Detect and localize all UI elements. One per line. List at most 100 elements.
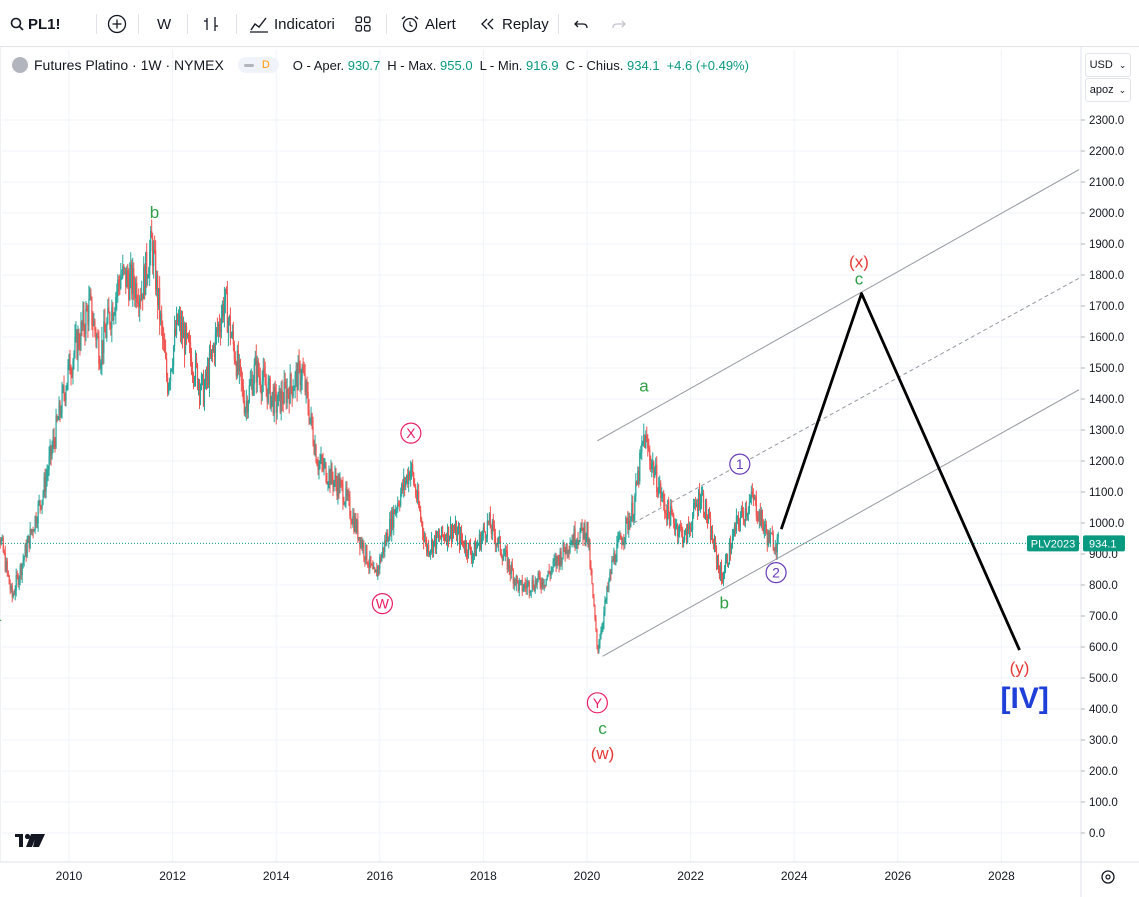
candle-body: [715, 547, 718, 564]
candle-body: [755, 497, 757, 517]
candle-body: [145, 252, 147, 295]
candle-body: [471, 556, 474, 560]
candle-body: [57, 419, 59, 421]
candle-body: [531, 579, 533, 591]
candle-body: [59, 402, 61, 415]
redo-button[interactable]: [611, 10, 627, 38]
candle-body: [481, 533, 484, 538]
candle-body: [637, 471, 639, 485]
candle-body: [399, 505, 401, 507]
price-tick-label: 2200.0: [1089, 146, 1124, 158]
candle-body: [80, 322, 82, 348]
candle-body: [711, 529, 714, 543]
candle-body: [758, 510, 760, 521]
chart-type-button[interactable]: [202, 10, 220, 38]
candle-body: [279, 388, 281, 412]
candle-body: [678, 532, 680, 537]
candle-body: [770, 532, 772, 534]
currency-button[interactable]: USD ⌄: [1085, 53, 1131, 77]
candle-body: [277, 392, 279, 407]
candle-body: [521, 580, 523, 591]
candle-body: [703, 512, 706, 519]
candle-body: [395, 509, 397, 514]
symbol-search[interactable]: PL1!: [10, 10, 61, 38]
candle-body: [203, 386, 206, 406]
replay-label: Replay: [502, 15, 549, 33]
candle-body: [453, 530, 456, 532]
candle-body: [689, 526, 691, 530]
price-tick-label: 0.0: [1089, 828, 1105, 840]
candle-body: [179, 316, 182, 335]
alert-button[interactable]: Alert: [400, 10, 456, 38]
candle-body: [311, 413, 313, 427]
candle-body: [462, 540, 465, 548]
replay-button[interactable]: Replay: [478, 10, 549, 38]
candle-body: [359, 537, 361, 548]
candlestick-series: [0, 219, 779, 654]
candle-body: [627, 518, 629, 530]
candle-body: [595, 618, 597, 630]
candle-body: [249, 382, 251, 386]
candle-body: [269, 378, 271, 408]
candle-body: [261, 380, 263, 394]
indicators-button[interactable]: Indicatori: [249, 10, 335, 38]
candle-body: [476, 545, 479, 547]
candle-body: [393, 509, 395, 528]
candle-body: [189, 342, 192, 358]
projection-path: [779, 292, 1021, 651]
candle-body: [584, 524, 586, 541]
candle-body: [628, 521, 630, 530]
price-axis[interactable]: 2300.0 2200.0 2100.0 2000.0 1900.0 1800.0 1700…: [1027, 47, 1125, 897]
candle-body: [347, 494, 349, 496]
wave-label: a: [639, 377, 649, 396]
time-tick-label: 2024: [781, 869, 808, 883]
candle-body: [398, 503, 400, 506]
candle-body: [700, 493, 703, 503]
compare-button[interactable]: [107, 10, 127, 38]
undo-button[interactable]: [573, 10, 589, 38]
settings-gear-icon[interactable]: [1101, 870, 1115, 884]
candle-body: [767, 531, 769, 546]
candle-body: [442, 535, 445, 537]
candle-body: [500, 552, 502, 557]
candle-body: [138, 303, 140, 308]
candle-body: [231, 331, 233, 336]
scale-label: apoz: [1089, 84, 1114, 96]
candle-body: [234, 359, 236, 364]
candle-body: [673, 514, 675, 524]
candle-body: [143, 266, 145, 300]
candle-body: [66, 382, 68, 391]
candle-body: [394, 509, 396, 514]
candle-body: [81, 322, 83, 327]
time-axis[interactable]: 2010 2012 2014 2016 2018 2020 2022 2024 2026 2028: [0, 861, 1139, 883]
candle-body: [677, 524, 679, 537]
price-tick-label: 1000.0: [1089, 518, 1124, 530]
candle-body: [150, 231, 152, 252]
candle-body: [692, 503, 695, 517]
candle-body: [648, 448, 650, 450]
candle-body: [123, 265, 125, 269]
candle-body: [619, 534, 621, 539]
candle-body: [607, 587, 609, 589]
interval-button[interactable]: W: [157, 10, 171, 38]
candle-body: [366, 545, 368, 564]
candle-body: [305, 381, 307, 393]
candle-body: [326, 481, 328, 484]
delay-badge[interactable]: D: [237, 57, 279, 73]
candle-body: [63, 386, 65, 395]
scale-button[interactable]: apoz ⌄: [1085, 78, 1131, 102]
rewind-icon: [481, 18, 494, 30]
candle-body: [243, 400, 245, 414]
candle-body: [552, 561, 554, 568]
candle-body: [775, 546, 777, 552]
candle-body: [537, 572, 539, 579]
candle-body: [111, 307, 113, 329]
candle-body: [28, 535, 30, 548]
candle-body: [439, 538, 442, 540]
layouts-button[interactable]: [354, 10, 372, 38]
candle-body: [136, 282, 138, 303]
candle-body: [116, 291, 118, 297]
candle-body: [473, 542, 476, 554]
legend-title[interactable]: Futures Platino · 1W · NYMEX: [34, 57, 224, 73]
